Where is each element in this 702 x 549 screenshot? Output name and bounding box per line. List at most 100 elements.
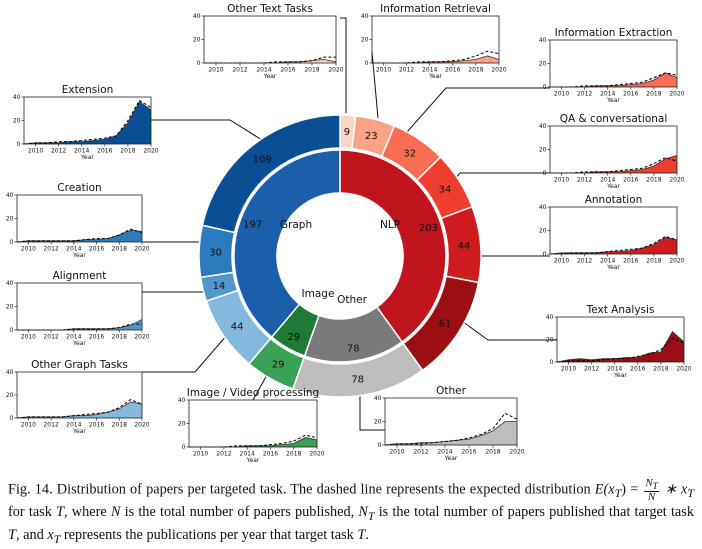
x-tick-label: 2010	[21, 246, 36, 253]
mini-chart-alignment: Alignment 0 20 40 2010 2012 2014 2016 2018 2020 Ye…	[6, 270, 150, 347]
y-tick-label: 20	[546, 337, 554, 344]
x-tick-label: 2020	[669, 177, 684, 184]
inner-value-label: 203	[419, 223, 438, 234]
inner-value-label: 197	[243, 220, 262, 231]
series-area	[550, 155, 677, 173]
x-tick-label: 2010	[208, 67, 223, 74]
series-area	[550, 72, 677, 87]
mini-chart-annotation: Annotation 0 20 40 2010 2012 2014 2016 2018 2020 Y…	[539, 194, 685, 271]
x-tick-label: 2012	[43, 334, 58, 341]
y-tick-label: 40	[539, 204, 547, 211]
x-tick-label: 2018	[286, 451, 301, 458]
x-axis-label: Year	[606, 97, 620, 104]
x-axis-label: Year	[72, 252, 86, 259]
caption-formula-lhs: E(x	[594, 481, 615, 498]
center-label-nlp: NLP	[380, 219, 400, 231]
y-tick-label: 20	[539, 228, 547, 235]
outer-value-label: 44	[458, 241, 471, 252]
plot-frame	[371, 15, 500, 64]
y-tick-label: 40	[374, 395, 382, 402]
x-tick-label: 2014	[422, 67, 437, 74]
donut-chart: 203 78 29 197 9 23 32 34 44 61 78 29 44 14 30 109 Graph N…	[198, 114, 482, 398]
caption-var-n: N	[110, 504, 121, 521]
expected-line	[16, 228, 143, 243]
x-tick-label: 2020	[676, 366, 691, 373]
x-tick-label: 2014	[66, 422, 81, 429]
mini-chart-other-graph-tasks: Other Graph Tasks 0 20 40 2010 2012 2014 2016 20…	[6, 359, 150, 435]
caption-var-t: T	[357, 527, 366, 544]
x-tick-label: 2016	[461, 449, 476, 456]
expected-line	[556, 337, 685, 363]
y-tick-label: 0	[197, 60, 201, 67]
x-tick-label: 2016	[280, 67, 295, 74]
caption-text: is the total number of papers published …	[374, 504, 694, 521]
caption-var-t: T	[8, 527, 16, 544]
x-tick-label: 2010	[21, 334, 36, 341]
caption-formula-rhs-sub: T	[687, 486, 694, 501]
y-tick-label: 40	[13, 94, 21, 101]
series-area	[385, 421, 517, 445]
x-tick-label: 2016	[445, 67, 460, 74]
outer-value-label: 78	[351, 375, 364, 386]
x-tick-label: 2020	[309, 451, 324, 458]
y-tick-label: 0	[543, 251, 547, 258]
x-tick-label: 2014	[74, 148, 89, 155]
expected-line	[23, 99, 152, 145]
caption-text: Distribution of papers per targeted task…	[52, 481, 595, 498]
x-tick-label: 2020	[509, 449, 524, 456]
x-tick-label: 2012	[577, 258, 592, 265]
y-tick-label: 20	[13, 118, 21, 125]
x-tick-label: 2018	[485, 449, 500, 456]
connector-other-text-tasks	[340, 17, 347, 113]
y-tick-label: 0	[550, 359, 554, 366]
outer-value-label: 29	[272, 360, 285, 371]
caption-var-t: T	[56, 504, 65, 521]
mini-chart-title: Alignment	[53, 270, 107, 282]
y-tick-label: 20	[6, 392, 14, 399]
x-axis-label: Year	[606, 183, 620, 190]
x-tick-label: 2016	[623, 91, 638, 98]
mini-chart-title: Information Extraction	[555, 27, 673, 39]
x-tick-label: 2016	[89, 334, 104, 341]
y-tick-label: 20	[6, 304, 14, 311]
mini-chart-title: Extension	[62, 84, 114, 96]
center-label-image: Image	[302, 288, 335, 300]
caption-var-nt: N	[358, 504, 368, 521]
series-area	[550, 237, 677, 254]
series-area	[204, 59, 336, 63]
x-tick-label: 2012	[413, 449, 428, 456]
outer-wedge-extension	[201, 114, 341, 234]
x-axis-label: Year	[246, 457, 260, 464]
inner-value-label: 78	[347, 344, 360, 355]
x-tick-label: 2018	[653, 366, 668, 373]
x-tick-label: 2020	[134, 422, 149, 429]
caption-text: represents the publications per year tha…	[60, 527, 358, 544]
connector-text-analysis	[454, 315, 557, 341]
x-tick-label: 2010	[376, 67, 391, 74]
x-axis-label: Year	[613, 372, 627, 379]
x-tick-label: 2012	[577, 177, 592, 184]
y-tick-label: 20	[6, 216, 14, 223]
y-tick-label: 0	[17, 141, 21, 148]
mini-chart-image-video-processing: Image / Video processing 0 20 40 2010 2012 201…	[178, 387, 325, 464]
mini-chart-extension: Extension 0 20 40 2010 2012 2014 2016 2018 2020 Ye…	[13, 84, 159, 161]
y-tick-label: 20	[539, 61, 547, 68]
mini-chart-title: Creation	[57, 182, 101, 194]
y-tick-label: 0	[182, 444, 186, 451]
outer-value-label: 61	[439, 318, 452, 329]
x-tick-label: 2010	[554, 91, 569, 98]
x-tick-label: 2018	[112, 334, 127, 341]
outer-value-label: 44	[231, 322, 244, 333]
x-tick-label: 2014	[607, 366, 622, 373]
x-axis-label: Year	[444, 455, 458, 462]
x-tick-label: 2010	[554, 258, 569, 265]
caption-text: for task	[8, 504, 57, 521]
outer-value-label: 30	[209, 247, 222, 258]
mini-chart-title: Other Text Tasks	[227, 3, 313, 15]
x-tick-label: 2012	[584, 366, 599, 373]
outer-value-label: 9	[344, 127, 350, 138]
caption-var-xt: x	[47, 527, 54, 544]
mini-chart-qa-conversational: QA & conversational 0 20 40 2010 2012 2014 2016…	[539, 113, 685, 190]
caption-frac-num: N	[645, 477, 653, 489]
